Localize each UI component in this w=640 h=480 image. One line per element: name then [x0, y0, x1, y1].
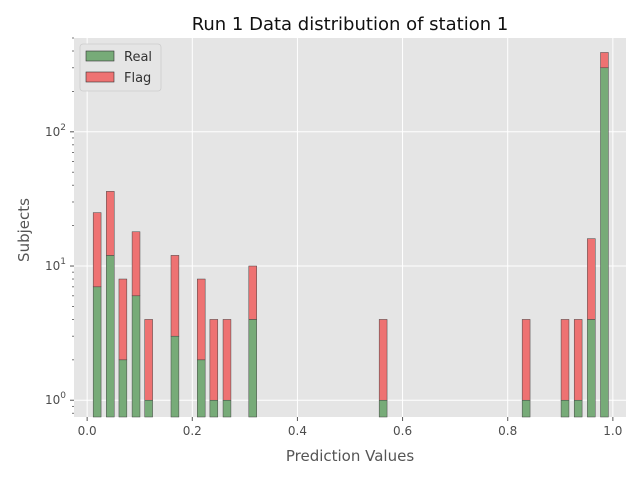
bar-real	[248, 319, 257, 418]
bar-real	[118, 359, 128, 418]
legend-swatch-flag	[85, 71, 115, 83]
y-tick-label: 100	[45, 391, 66, 407]
bar-real	[587, 319, 596, 418]
bar-real	[600, 67, 609, 418]
x-tick-label: 1.0	[603, 424, 622, 438]
x-ticks: 0.0 0.2 0.4 0.6 0.8 1.0	[78, 417, 622, 438]
bar-real	[170, 335, 180, 418]
bar-real	[197, 359, 206, 418]
bar-real	[131, 295, 141, 418]
x-tick-label: 0.0	[78, 424, 97, 438]
grid	[74, 38, 626, 417]
bar-flag	[131, 231, 141, 297]
chart-title: Run 1 Data distribution of station 1	[192, 14, 509, 35]
bar-flag	[600, 52, 609, 69]
bar-flag	[378, 319, 388, 401]
bar-real	[573, 399, 583, 418]
bar-real	[92, 286, 102, 418]
x-tick-label: 0.2	[183, 424, 202, 438]
x-tick-label: 0.4	[288, 424, 307, 438]
bar-real	[209, 399, 219, 418]
y-ticks: 100 101 102	[45, 37, 74, 414]
bar-flag	[106, 191, 115, 256]
legend: Real Flag	[79, 43, 162, 92]
bars	[92, 52, 609, 418]
bar-flag	[144, 319, 153, 401]
legend-label-flag: Flag	[124, 71, 151, 86]
bar-flag	[170, 255, 180, 337]
bar-flag	[222, 319, 232, 401]
bar-flag	[209, 319, 219, 401]
bar-real	[144, 399, 153, 418]
bar-flag	[560, 319, 570, 401]
plot-area	[74, 38, 626, 417]
bar-real	[222, 399, 232, 418]
y-axis-label: Subjects	[15, 198, 33, 262]
y-tick-label: 102	[45, 123, 66, 139]
bar-flag	[521, 319, 531, 401]
y-tick-label: 101	[45, 257, 66, 273]
bar-real	[521, 399, 531, 418]
bar-flag	[573, 319, 583, 401]
bar-flag	[92, 212, 102, 288]
x-tick-label: 0.6	[393, 424, 412, 438]
bar-real	[106, 255, 115, 418]
bar-flag	[587, 238, 596, 320]
x-axis-label: Prediction Values	[286, 447, 414, 465]
bar-flag	[118, 278, 128, 361]
bar-flag	[197, 278, 206, 361]
bar-flag	[248, 265, 257, 320]
legend-label-real: Real	[124, 50, 152, 65]
legend-swatch-real	[85, 50, 115, 62]
bar-real	[378, 399, 388, 418]
x-tick-label: 0.8	[498, 424, 517, 438]
bar-real	[560, 399, 570, 418]
